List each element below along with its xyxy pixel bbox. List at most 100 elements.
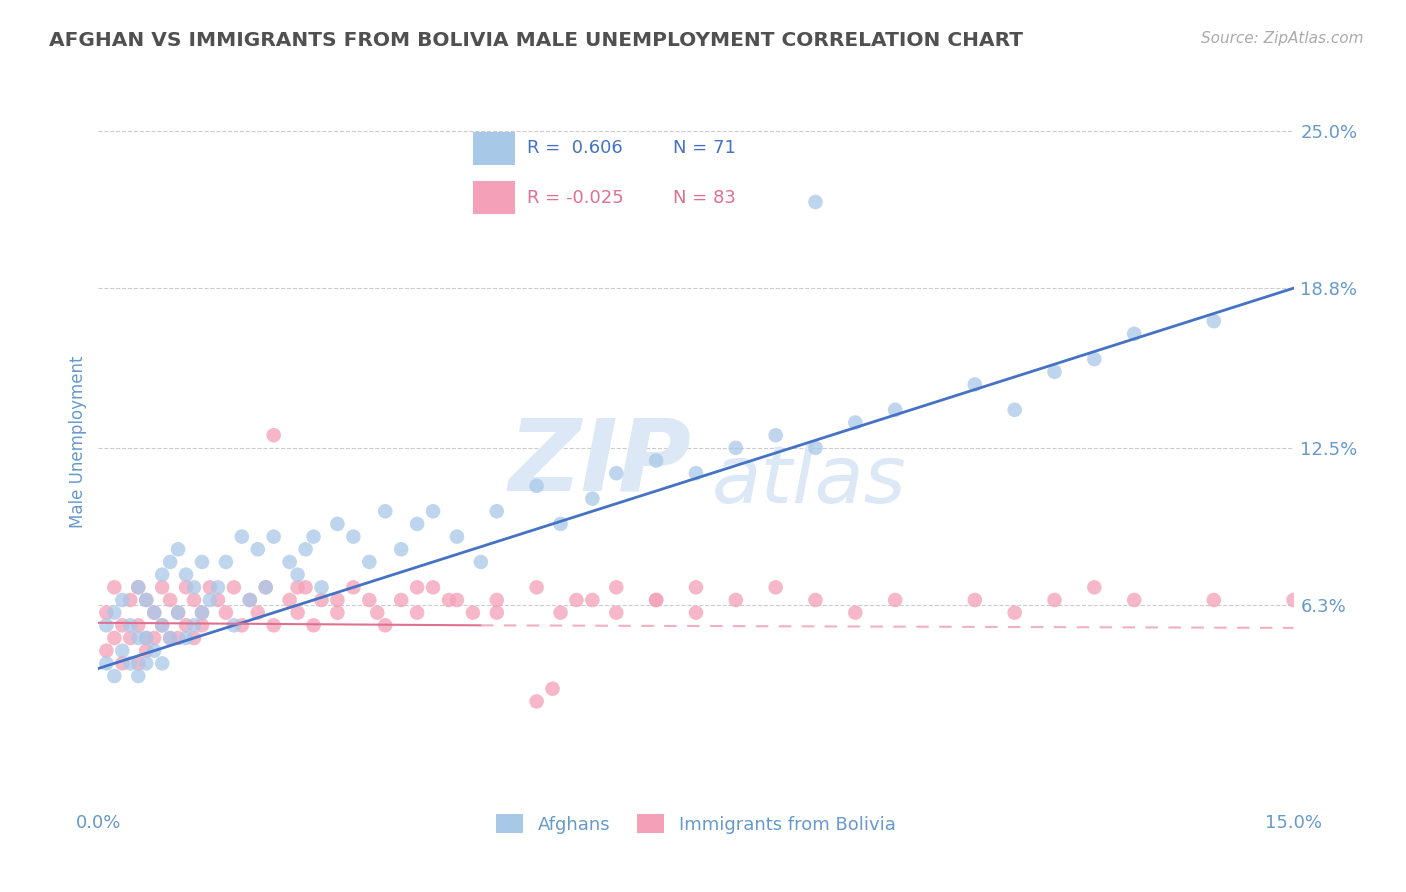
Point xyxy=(359,555,381,569)
Point xyxy=(526,580,548,594)
Point xyxy=(550,606,572,620)
Point xyxy=(143,631,166,645)
Point xyxy=(581,593,603,607)
Point xyxy=(1043,365,1066,379)
Point xyxy=(844,416,866,430)
Point xyxy=(150,618,173,632)
Point xyxy=(263,530,285,544)
Point xyxy=(159,631,181,645)
Y-axis label: Male Unemployment: Male Unemployment xyxy=(69,355,87,528)
Point xyxy=(183,618,205,632)
Point xyxy=(127,580,149,594)
Point xyxy=(143,643,166,657)
Point xyxy=(406,606,429,620)
Point xyxy=(207,580,229,594)
Point xyxy=(263,618,285,632)
Point xyxy=(135,631,157,645)
Point xyxy=(120,631,142,645)
Point xyxy=(1202,593,1225,607)
Point xyxy=(366,606,388,620)
Point xyxy=(685,580,707,594)
Point xyxy=(422,580,444,594)
Point xyxy=(183,631,205,645)
Point xyxy=(111,657,134,671)
Point xyxy=(1004,402,1026,417)
Point xyxy=(294,580,316,594)
Point xyxy=(167,542,190,557)
Point xyxy=(302,618,325,632)
Point xyxy=(96,606,118,620)
Point xyxy=(120,618,142,632)
Point xyxy=(135,657,157,671)
Point xyxy=(844,606,866,620)
Point xyxy=(222,618,245,632)
Point xyxy=(645,593,668,607)
Point xyxy=(294,542,316,557)
Point xyxy=(342,580,364,594)
Point xyxy=(645,593,668,607)
Point xyxy=(103,669,125,683)
Point xyxy=(470,555,492,569)
Point xyxy=(461,606,484,620)
Point xyxy=(127,631,149,645)
Point xyxy=(550,516,572,531)
Point xyxy=(963,593,986,607)
Point xyxy=(605,580,627,594)
Point xyxy=(884,402,907,417)
Point xyxy=(605,606,627,620)
Point xyxy=(446,530,468,544)
Point xyxy=(159,555,181,569)
Point xyxy=(287,567,309,582)
Point xyxy=(1123,326,1146,341)
Point xyxy=(422,504,444,518)
Point xyxy=(605,467,627,481)
Point xyxy=(278,555,301,569)
Point xyxy=(103,606,125,620)
Point xyxy=(406,580,429,594)
Point xyxy=(120,657,142,671)
Point xyxy=(198,580,221,594)
Point xyxy=(150,657,173,671)
Point xyxy=(685,467,707,481)
Point xyxy=(963,377,986,392)
Point xyxy=(1282,593,1305,607)
Point xyxy=(406,516,429,531)
Point xyxy=(215,555,238,569)
Point xyxy=(231,530,253,544)
Point xyxy=(111,618,134,632)
Point xyxy=(765,580,787,594)
Point xyxy=(191,606,214,620)
Point xyxy=(326,606,349,620)
Point xyxy=(239,593,262,607)
Point xyxy=(254,580,277,594)
Point xyxy=(485,593,508,607)
Point xyxy=(135,631,157,645)
Point xyxy=(150,567,173,582)
Point xyxy=(167,631,190,645)
Point xyxy=(287,580,309,594)
Point xyxy=(1004,606,1026,620)
Point xyxy=(437,593,460,607)
Point xyxy=(326,516,349,531)
Point xyxy=(150,580,173,594)
Point xyxy=(311,593,333,607)
Text: atlas: atlas xyxy=(711,442,907,520)
Point xyxy=(359,593,381,607)
Point xyxy=(143,606,166,620)
Point xyxy=(565,593,588,607)
Point xyxy=(645,453,668,467)
Point xyxy=(246,606,269,620)
Point xyxy=(103,631,125,645)
Point xyxy=(135,593,157,607)
Point xyxy=(111,593,134,607)
Point xyxy=(174,631,197,645)
Point xyxy=(342,530,364,544)
Point xyxy=(111,643,134,657)
Point xyxy=(127,669,149,683)
Point xyxy=(191,618,214,632)
Point xyxy=(174,567,197,582)
Point xyxy=(326,593,349,607)
Point xyxy=(96,643,118,657)
Text: AFGHAN VS IMMIGRANTS FROM BOLIVIA MALE UNEMPLOYMENT CORRELATION CHART: AFGHAN VS IMMIGRANTS FROM BOLIVIA MALE U… xyxy=(49,31,1024,50)
Point xyxy=(389,542,412,557)
